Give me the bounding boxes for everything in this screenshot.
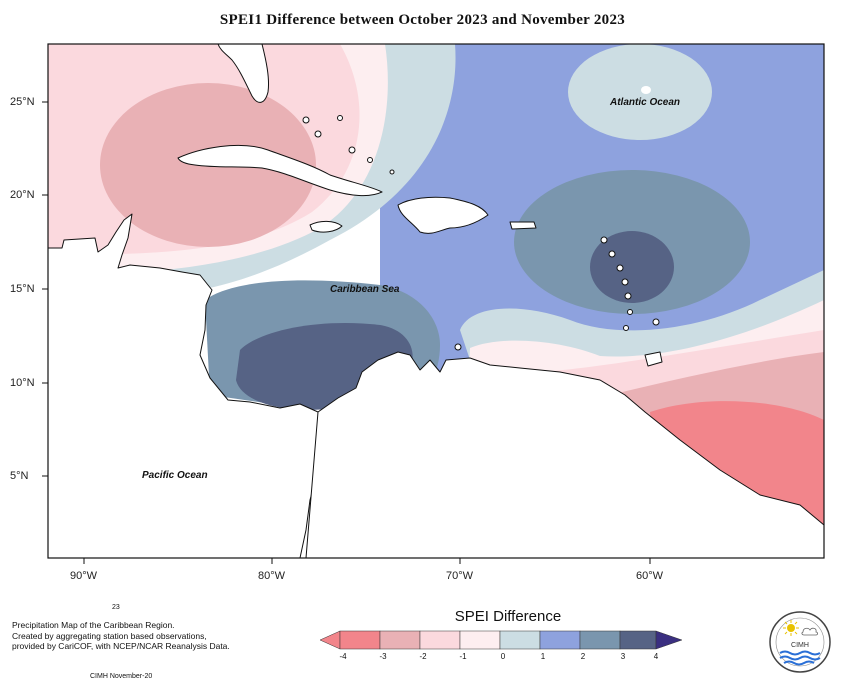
hispaniola-land [397,196,489,234]
spei-atlantic-high [568,44,712,140]
lon-label-80w: 80°W [258,570,286,582]
lat-label-15n: 15°N [10,283,35,295]
lat-label-25n: 25°N [10,96,35,108]
pacific-ocean-label: Pacific Ocean [142,470,208,481]
legend-tick-neg3: -3 [379,652,387,661]
cimh-logo: CIMH [769,611,831,673]
legend-title: SPEI Difference [454,608,562,625]
footnote-line-1: Precipitation Map of the Caribbean Regio… [12,620,175,630]
florida-land [217,44,269,103]
atlantic-ocean-label: Atlantic Ocean [610,97,681,108]
lon-label-70w: 70°W [446,570,474,582]
small-islands [302,115,660,351]
logo-text: CIMH [791,642,809,649]
caribbean-sea-label: Caribbean Sea [330,284,400,295]
puerto-rico-land [509,221,537,230]
legend-colorbar [319,630,683,650]
landmasses [48,44,824,558]
legend-tick-neg4: -4 [339,652,347,661]
legend-tick-4: 4 [653,652,659,661]
waves-icon [779,650,821,666]
sun-icon [783,620,799,636]
lat-label-10n: 10°N [10,377,35,389]
cuba-land [177,144,383,197]
legend-arrow-high [655,630,683,650]
map-title: SPEI1 Difference between October 2023 an… [219,12,626,28]
footnote-line-3: provided by CariCOF, with NCEP/NCAR Rean… [12,641,230,651]
legend-tick-neg2: -2 [419,652,427,661]
lon-label-90w: 90°W [70,570,98,582]
trinidad-land [644,351,663,367]
legend-tick-2: 2 [580,652,586,661]
lat-label-20n: 20°N [10,189,35,201]
legend-tick-neg1: -1 [459,652,467,661]
page-number: 23 [112,604,120,611]
cloud-icon [801,627,818,636]
jamaica-land [309,220,343,233]
footnote: Precipitation Map of the Caribbean Regio… [12,620,230,652]
south-america-land [305,351,824,558]
legend-arrow-low [319,630,341,650]
spei-zone-3-4-east [590,231,674,303]
legend-tick-0: 0 [500,652,506,661]
legend-tick-1: 1 [540,652,546,661]
footnote-line-2: Created by aggregating station based obs… [12,630,207,641]
credit-date: CIMH November-20 [90,673,153,680]
map-frame [47,43,825,559]
lon-label-60w: 60°W [636,570,664,582]
legend-tick-3: 3 [620,652,626,661]
lat-label-5n: 5°N [10,470,29,482]
axis-ticks [42,101,651,564]
